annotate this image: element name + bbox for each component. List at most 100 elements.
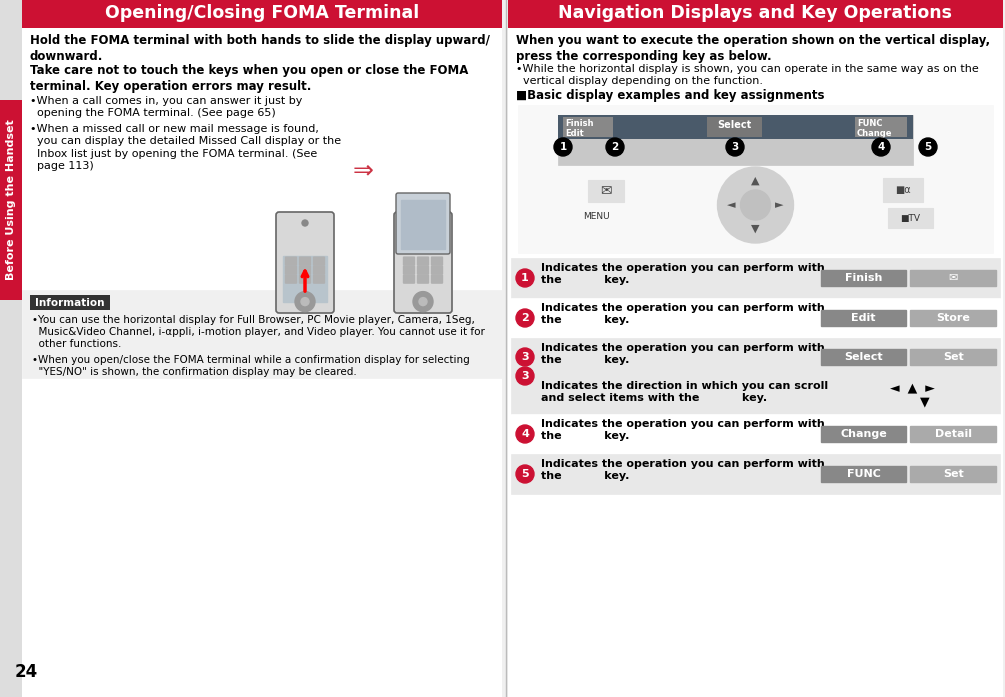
Circle shape [554,138,572,156]
Bar [511,414,1000,454]
FancyBboxPatch shape [431,266,442,274]
Text: Finish
Edit: Finish Edit [565,119,594,138]
Text: Edit: Edit [851,313,875,323]
Bar [0,0,22,697]
Text: ►: ► [775,200,784,210]
FancyBboxPatch shape [417,257,428,265]
FancyBboxPatch shape [911,270,996,286]
Text: •You can use the horizontal display for Full Browser, PC Movie player, Camera, 1: •You can use the horizontal display for … [32,315,484,349]
Text: Opening/Closing FOMA Terminal: Opening/Closing FOMA Terminal [105,4,419,22]
Text: Hold the FOMA terminal with both hands to slide the display upward/
downward.: Hold the FOMA terminal with both hands t… [30,34,489,63]
Text: Set: Set [943,352,964,362]
FancyBboxPatch shape [403,266,414,274]
FancyBboxPatch shape [911,426,996,442]
Bar [855,117,907,137]
Text: Store: Store [937,313,970,323]
Text: Indicates the operation you can perform with
the           key.: Indicates the operation you can perform … [541,459,825,482]
Text: 2: 2 [522,313,529,323]
FancyBboxPatch shape [821,310,907,326]
FancyBboxPatch shape [314,266,325,274]
Bar [401,200,445,249]
Text: Indicates the operation you can perform with
the           key.: Indicates the operation you can perform … [541,303,825,325]
Text: Information: Information [35,298,105,307]
Text: 5: 5 [522,469,529,479]
Bar [883,178,923,202]
Text: 3: 3 [732,142,739,152]
Circle shape [516,269,534,287]
Text: ■Basic display examples and key assignments: ■Basic display examples and key assignme… [516,89,824,102]
Text: Indicates the operation you can perform with
the           key.: Indicates the operation you can perform … [541,343,825,365]
Text: Take care not to touch the keys when you open or close the FOMA
terminal. Key op: Take care not to touch the keys when you… [30,64,468,93]
Circle shape [302,220,308,226]
FancyBboxPatch shape [911,466,996,482]
Bar [563,117,613,137]
Text: Indicates the operation you can perform with
the           key.: Indicates the operation you can perform … [541,263,825,285]
FancyBboxPatch shape [276,212,334,313]
Text: Indicates the direction in which you can scroll
and select items with the       : Indicates the direction in which you can… [541,381,828,404]
Circle shape [718,167,794,243]
Circle shape [302,298,309,305]
Text: Select: Select [717,120,751,130]
Text: Finish: Finish [845,273,882,283]
Text: Navigation Displays and Key Operations: Navigation Displays and Key Operations [559,4,953,22]
Bar [558,115,913,165]
FancyBboxPatch shape [403,257,414,265]
Bar [518,105,993,253]
FancyBboxPatch shape [285,257,296,265]
Bar [22,0,502,697]
FancyBboxPatch shape [431,257,442,265]
Text: 5: 5 [925,142,932,152]
Bar [508,0,1003,28]
Text: 1: 1 [560,142,567,152]
Bar [511,298,1000,338]
FancyBboxPatch shape [417,266,428,274]
FancyBboxPatch shape [821,349,907,365]
FancyBboxPatch shape [299,257,311,265]
Text: ✉: ✉ [949,273,958,283]
Bar [283,256,327,302]
FancyBboxPatch shape [285,266,296,274]
Circle shape [516,309,534,327]
Circle shape [606,138,624,156]
FancyBboxPatch shape [417,275,428,283]
Circle shape [516,425,534,443]
Text: FUNC
Change: FUNC Change [857,119,892,138]
Bar [511,338,1000,376]
Circle shape [726,138,744,156]
Bar [707,117,762,137]
FancyBboxPatch shape [821,466,907,482]
Bar [511,258,1000,298]
Circle shape [872,138,890,156]
Bar [511,376,1000,414]
Text: Select: Select [844,352,882,362]
Text: •While the horizontal display is shown, you can operate in the same way as on th: •While the horizontal display is shown, … [516,64,979,86]
Text: ◄: ◄ [728,200,736,210]
Text: ■TV: ■TV [900,213,920,222]
Text: ⇒: ⇒ [353,158,374,182]
Text: Set: Set [943,469,964,479]
Text: 2: 2 [611,142,619,152]
Text: •When a missed call or new mail message is found,
  you can display the detailed: •When a missed call or new mail message … [30,124,341,171]
Bar [511,454,1000,494]
FancyBboxPatch shape [911,349,996,365]
FancyBboxPatch shape [431,275,442,283]
FancyBboxPatch shape [911,310,996,326]
Circle shape [919,138,937,156]
Text: When you want to execute the operation shown on the vertical display,
press the : When you want to execute the operation s… [516,34,990,63]
Text: 3: 3 [522,352,529,362]
Circle shape [295,291,315,312]
Text: Change: Change [840,429,886,439]
Circle shape [516,348,534,366]
Text: •When you open/close the FOMA terminal while a confirmation display for selectin: •When you open/close the FOMA terminal w… [32,355,469,377]
Text: ▲: ▲ [752,176,760,186]
Text: Detail: Detail [935,429,972,439]
Bar [22,0,502,28]
FancyBboxPatch shape [314,275,325,283]
Text: ◄  ▲  ►
      ▼: ◄ ▲ ► ▼ [889,381,935,408]
Text: •When a call comes in, you can answer it just by
  opening the FOMA terminal. (S: •When a call comes in, you can answer it… [30,96,303,118]
FancyBboxPatch shape [314,257,325,265]
Text: 3: 3 [522,371,529,381]
Text: Before Using the Handset: Before Using the Handset [6,120,16,280]
Circle shape [516,465,534,483]
Bar [508,0,1003,697]
